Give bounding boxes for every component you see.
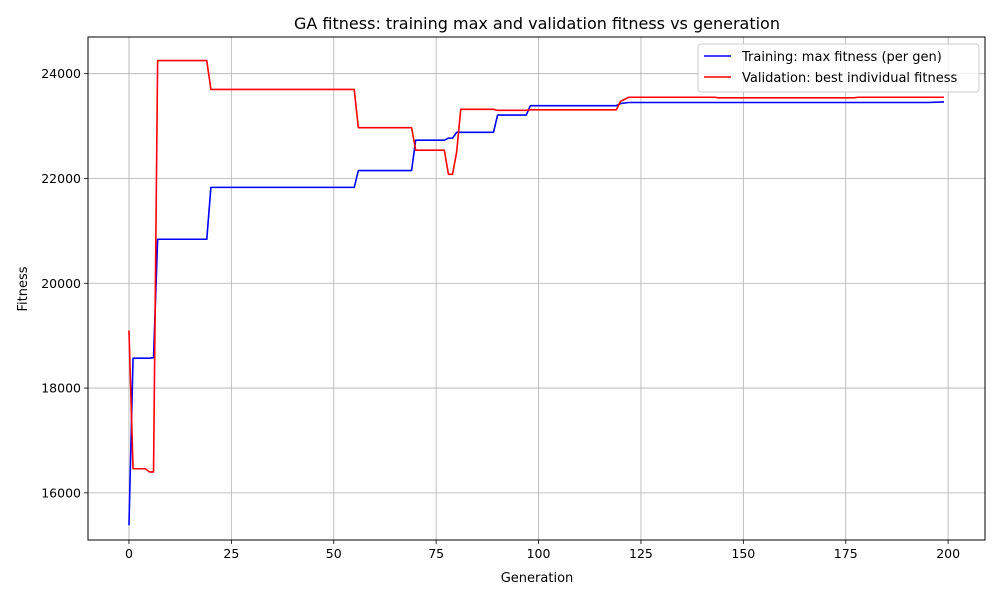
- y-tick-label: 16000: [41, 485, 81, 500]
- legend: Training: max fitness (per gen) Validati…: [697, 43, 980, 93]
- x-tick-label: 150: [731, 546, 755, 561]
- x-tick-label: 200: [936, 546, 960, 561]
- series-line-training: [128, 101, 945, 526]
- legend-label-validation: Validation: best individual fitness: [742, 71, 957, 86]
- chart-title: GA fitness: training max and validation …: [294, 14, 780, 33]
- x-tick-label: 75: [428, 546, 444, 561]
- plot-frame: [87, 36, 986, 541]
- y-tick-label: 18000: [41, 381, 81, 396]
- y-tick-label: 24000: [41, 66, 81, 81]
- y-tick-label: 22000: [41, 171, 81, 186]
- x-tick-label: 125: [629, 546, 653, 561]
- x-tick-label: 50: [326, 546, 342, 561]
- x-tick-label: 100: [527, 546, 551, 561]
- x-tick-label: 175: [834, 546, 858, 561]
- legend-box: [697, 43, 980, 93]
- series-line-validation: [128, 59, 945, 473]
- grid: [88, 37, 985, 540]
- ticks: 0 25 50 75 100 125 150 175 200 16000 18000 20000 220…: [41, 66, 960, 561]
- x-tick-label: 0: [125, 546, 133, 561]
- x-axis-label: Generation: [501, 571, 574, 586]
- x-tick-label: 25: [223, 546, 239, 561]
- series-layer: [128, 59, 945, 526]
- legend-label-training: Training: max fitness (per gen): [741, 50, 942, 65]
- y-tick-label: 20000: [41, 276, 81, 291]
- y-axis-label: Fitness: [16, 266, 31, 311]
